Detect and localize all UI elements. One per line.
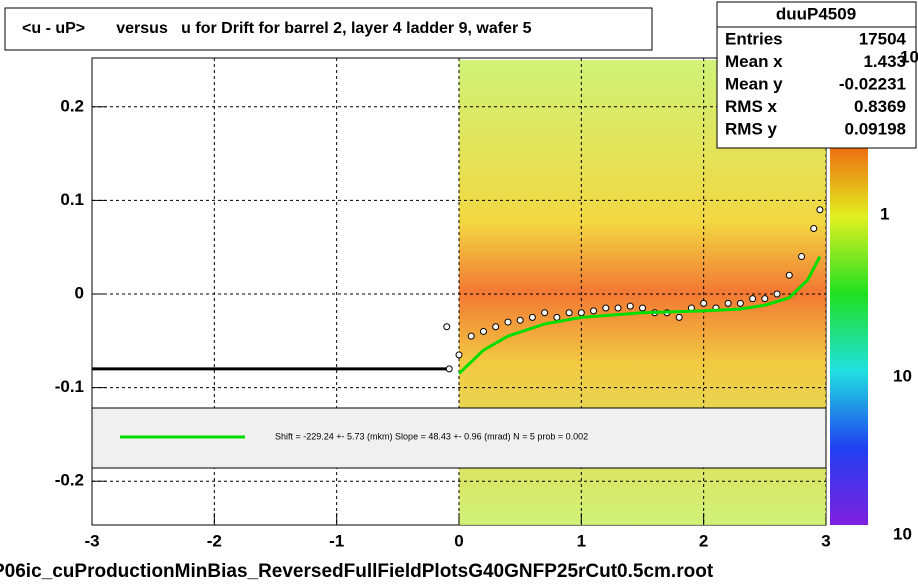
profile-point: [816, 206, 824, 214]
profile-point: [479, 327, 487, 335]
profile-point: [773, 290, 781, 298]
x-tick-label: -1: [329, 531, 344, 550]
profile-point: [467, 332, 475, 340]
profile-point: [810, 224, 818, 232]
x-tick-label: 3: [821, 531, 830, 550]
profile-point: [798, 253, 806, 261]
footer: P06ic_cuProductionMinBias_ReversedFullFi…: [0, 561, 714, 582]
profile-point: [455, 351, 463, 359]
profile-point: [590, 307, 598, 315]
y-tick-label: 0: [75, 283, 84, 302]
color-bar: [830, 140, 868, 525]
profile-point: [614, 304, 622, 312]
stats-value: 0.09198: [845, 119, 906, 138]
profile-point: [516, 316, 524, 324]
profile-point: [700, 299, 708, 307]
stats-box: [716, 1, 917, 149]
y-tick-label: 0.2: [60, 96, 84, 115]
title-box: [4, 7, 653, 51]
stats-label: RMS x: [725, 97, 778, 116]
fit-line: [457, 255, 822, 375]
stats-value: 1.433: [863, 52, 906, 71]
profile-point: [675, 313, 683, 321]
x-tick-label: -2: [207, 531, 222, 550]
stats-value: 17504: [859, 29, 907, 48]
profile-point: [528, 313, 536, 321]
profile-point: [565, 309, 573, 317]
y-tick-label: 0.1: [60, 190, 84, 209]
profile-point: [736, 299, 744, 307]
profile-point: [553, 313, 561, 321]
stats-label: Mean x: [725, 52, 783, 71]
profile-point: [639, 304, 646, 312]
x-tick-label: 2: [699, 531, 708, 550]
profile-point: [749, 295, 757, 303]
y-tick-label: -0.1: [55, 377, 84, 396]
profile-point: [577, 309, 585, 317]
y-tick-label: -0.2: [55, 471, 84, 490]
stats-value: 0.8369: [854, 97, 906, 116]
x-tick-label: 1: [577, 531, 586, 550]
chart-title: <u - uP> versus u for Drift for barrel 2…: [22, 20, 532, 37]
stats-label: Entries: [725, 29, 783, 48]
profile-point: [761, 295, 769, 303]
colorbar-label: 10: [893, 366, 912, 385]
profile-point: [445, 365, 453, 373]
profile-point: [541, 309, 549, 317]
x-tick-label: -3: [84, 531, 99, 550]
stats-value: -0.02231: [839, 74, 906, 93]
colorbar-label: 10: [893, 524, 912, 543]
profile-point: [602, 304, 610, 312]
colorbar-label: 1: [880, 204, 889, 223]
profile-point: [724, 299, 732, 307]
stats-label: Mean y: [725, 74, 783, 93]
profile-point: [785, 271, 793, 279]
fit-legend-text: Shift = -229.24 +- 5.73 (mkm) Slope = 48…: [275, 431, 588, 441]
profile-point: [626, 302, 634, 310]
x-tick-label: 0: [454, 531, 463, 550]
colorbar-label: 10: [900, 47, 918, 66]
profile-point: [504, 318, 512, 326]
stats-label: RMS y: [725, 119, 778, 138]
stats-title: duuP4509: [776, 4, 856, 23]
profile-point: [443, 323, 451, 331]
profile-point: [492, 323, 500, 331]
